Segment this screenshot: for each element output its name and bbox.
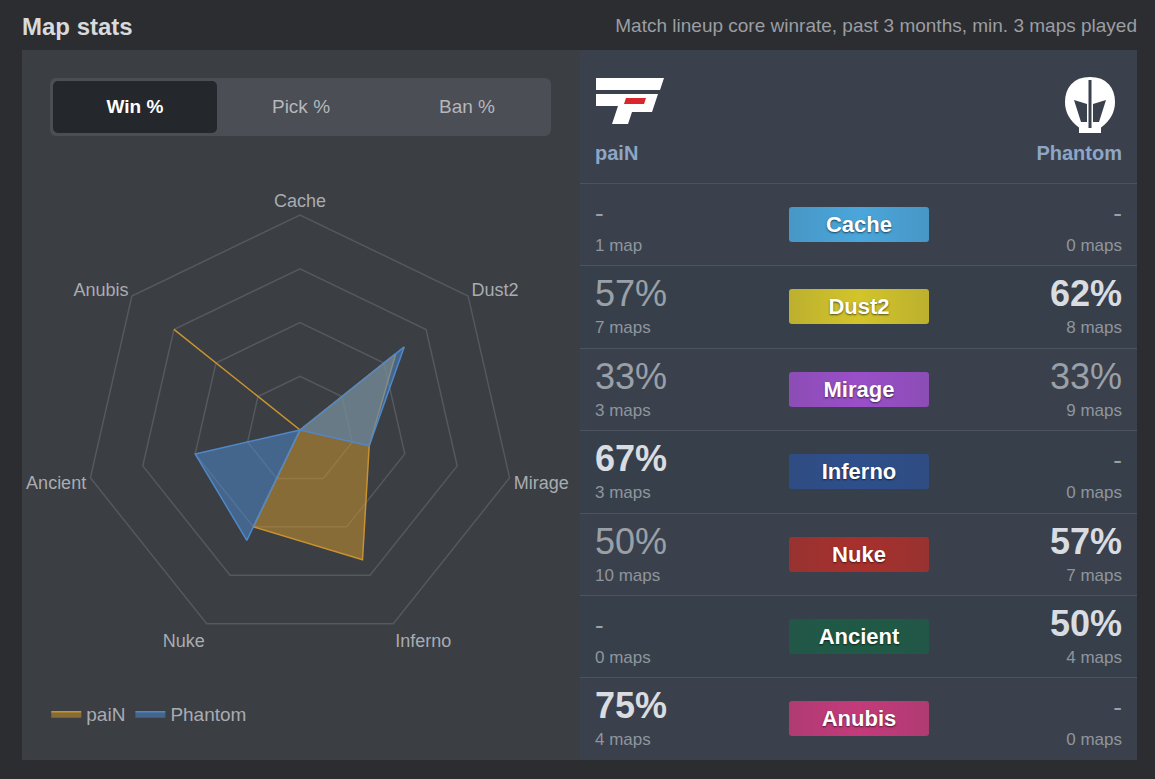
html-text:paiN: paiN — [595, 142, 639, 164]
svg-text:Mirage: Mirage — [514, 473, 569, 493]
html-text:3 maps: 3 maps — [595, 400, 651, 420]
html-text:62%: 62% — [1049, 273, 1122, 315]
html-text:Win %: Win % — [106, 96, 164, 117]
svg-text:Nuke: Nuke — [163, 631, 205, 651]
html-text:0 maps: 0 maps — [1066, 236, 1122, 255]
html-text:33%: 33% — [1049, 355, 1122, 397]
html-text:Ban %: Ban % — [439, 96, 495, 117]
svg-text:paiN: paiN — [86, 704, 125, 725]
html-text:57%: 57% — [1049, 520, 1122, 562]
html-text:Inferno: Inferno — [821, 459, 897, 485]
html-text:1 map: 1 map — [595, 236, 643, 255]
html-text:3 maps: 3 maps — [595, 483, 651, 503]
svg-text:Ancient: Ancient — [26, 473, 86, 493]
svg-text:Phantom: Phantom — [170, 704, 246, 725]
html-text:75%: 75% — [595, 685, 668, 727]
html-text:Pick %: Pick % — [272, 96, 330, 117]
html-text:57%: 57% — [595, 273, 668, 315]
html-text:8 maps: 8 maps — [1066, 318, 1122, 338]
html-text:0 maps: 0 maps — [1066, 483, 1122, 503]
html-text:7 maps: 7 maps — [595, 318, 651, 338]
html-text:4 maps: 4 maps — [595, 730, 651, 750]
html-text:Ancient: Ancient — [818, 624, 900, 649]
html-text:Map stats: Map stats — [22, 13, 133, 40]
html-text:Phantom: Phantom — [1036, 142, 1122, 164]
svg-text:Dust2: Dust2 — [471, 280, 518, 300]
html-text:Nuke: Nuke — [832, 541, 886, 567]
html-text:Dust2: Dust2 — [828, 294, 890, 320]
svg-text:Anubis: Anubis — [73, 280, 128, 300]
html-text:67%: 67% — [595, 438, 668, 480]
html-text:7 maps: 7 maps — [1066, 565, 1122, 585]
html-text:0 maps: 0 maps — [595, 648, 651, 667]
html-text:Mirage: Mirage — [823, 376, 895, 402]
html-text:10 maps: 10 maps — [595, 565, 661, 585]
html-text:0 maps: 0 maps — [1066, 730, 1122, 750]
svg-text:Cache: Cache — [274, 191, 326, 211]
html-text:9 maps: 9 maps — [1066, 400, 1122, 420]
html-text:Anubis: Anubis — [821, 706, 897, 732]
html-text:33%: 33% — [595, 355, 668, 397]
html-text:Cache: Cache — [826, 212, 892, 237]
html-text:4 maps: 4 maps — [1066, 648, 1122, 667]
svg-text:Inferno: Inferno — [395, 631, 451, 651]
html-text:50%: 50% — [595, 520, 668, 562]
html-text:50%: 50% — [1049, 603, 1122, 644]
html-text:Match lineup core winrate, pas: Match lineup core winrate, past 3 months… — [615, 15, 1137, 36]
